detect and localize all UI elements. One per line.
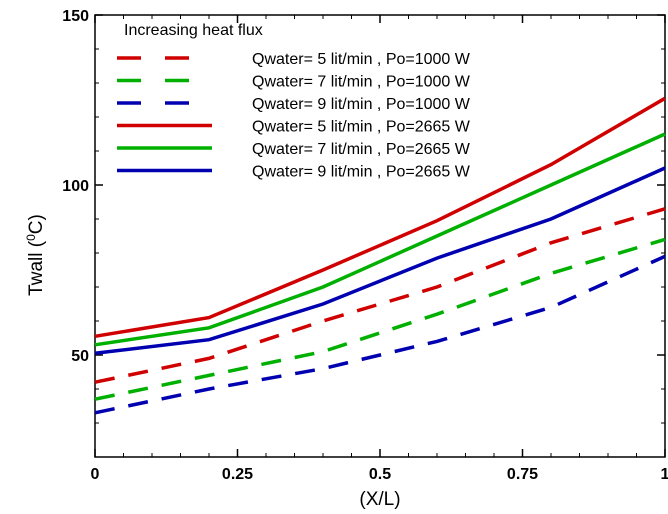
y-tick-label: 150 — [62, 8, 89, 25]
x-tick-label: 0 — [91, 466, 100, 483]
y-tick-label: 50 — [71, 348, 89, 365]
legend-title: Increasing heat flux — [124, 22, 263, 39]
legend-entry: Qwater= 9 lit/min , Po=1000 W — [252, 96, 471, 113]
y-axis-label-main: Twall ( — [26, 240, 47, 296]
x-tick-label: 0.5 — [369, 466, 391, 483]
series-line — [94, 96, 666, 339]
y-axis-label-superscript: 0 — [24, 234, 38, 241]
legend-entry: Qwater= 5 lit/min , Po=1000 W — [252, 51, 471, 68]
series-line — [94, 166, 666, 356]
legend-entry: Qwater= 7 lit/min , Po=2665 W — [252, 141, 471, 158]
legend-entry: Qwater= 5 lit/min , Po=2665 W — [252, 119, 471, 136]
legend: Qwater= 5 lit/min , Po=1000 W Qwater= 7 l… — [117, 51, 471, 181]
x-tick-label: 0.25 — [222, 466, 253, 483]
series-lines — [94, 96, 666, 415]
x-axis-label: (X/L) — [359, 489, 400, 510]
x-axis: 0 0.25 0.5 0.75 1 — [91, 15, 668, 483]
series-line — [94, 132, 666, 347]
y-tick-label: 100 — [62, 178, 89, 195]
series-line — [94, 237, 666, 401]
legend-entry: Qwater= 9 lit/min , Po=2665 W — [252, 164, 471, 181]
y-axis-label-unit: C) — [26, 214, 47, 234]
legend-entry: Qwater= 7 lit/min , Po=1000 W — [252, 74, 471, 91]
series-line — [94, 254, 666, 415]
x-tick-label: 0.75 — [507, 466, 538, 483]
y-axis: 50 100 150 — [62, 8, 665, 424]
x-tick-label: 1 — [661, 466, 668, 483]
y-axis-label: Twall (0C) — [24, 214, 47, 296]
